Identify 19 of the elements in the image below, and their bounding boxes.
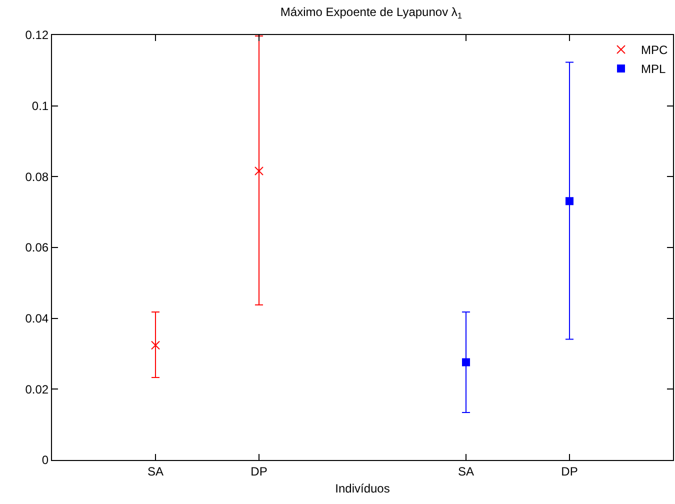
y-tick-label: 0.04: [25, 312, 49, 326]
y-tick-label: 0.1: [32, 99, 49, 114]
point: [566, 197, 574, 206]
point: [151, 340, 160, 350]
x-tick-label: SA: [458, 464, 474, 478]
y-tick-label: 0.08: [25, 170, 49, 184]
x-tick-label: DP: [561, 464, 578, 478]
y-tick-label: 0.12: [25, 28, 49, 42]
y-tick-label: 0.02: [25, 382, 49, 396]
y-tick-label: 0.06: [25, 240, 49, 255]
point: [254, 166, 264, 176]
x-axis-title: Indivíduos: [335, 481, 390, 496]
legend-label: MPL: [641, 62, 666, 76]
x-tick-label: SA: [147, 464, 164, 478]
y-tick-label: 0: [42, 453, 49, 468]
chart-title: Máximo Expoente de Lyapunov λ$_{1}$: [280, 4, 462, 20]
point: [462, 358, 470, 366]
x-tick-label: DP: [250, 464, 268, 478]
legend-label: MPC: [641, 43, 668, 58]
